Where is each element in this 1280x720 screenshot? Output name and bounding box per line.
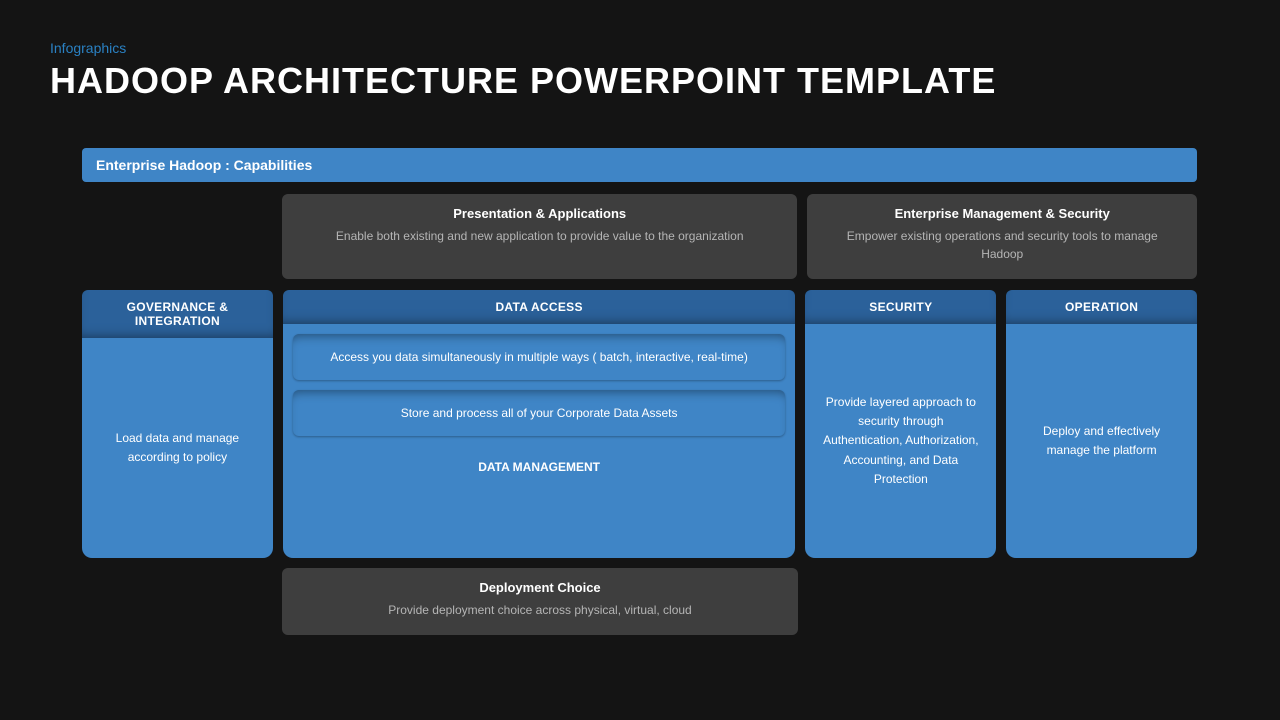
data-store-desc: Store and process all of your Corporate … [293, 390, 786, 436]
data-access-title: DATA ACCESS [283, 290, 796, 324]
deployment-title: Deployment Choice [302, 580, 778, 595]
enterprise-desc: Empower existing operations and security… [827, 227, 1177, 263]
top-row: Presentation & Applications Enable both … [282, 194, 1197, 279]
enterprise-title: Enterprise Management & Security [827, 206, 1177, 221]
security-body: Provide layered approach to security thr… [805, 324, 996, 558]
governance-column: GOVERNANCE & INTEGRATION Load data and m… [82, 290, 273, 558]
presentation-title: Presentation & Applications [302, 206, 777, 221]
slide-subtitle: Infographics [50, 40, 126, 56]
data-body: Access you data simultaneously in multip… [283, 324, 796, 558]
capabilities-banner: Enterprise Hadoop : Capabilities [82, 148, 1197, 182]
presentation-box: Presentation & Applications Enable both … [282, 194, 797, 279]
enterprise-box: Enterprise Management & Security Empower… [807, 194, 1197, 279]
slide-title: HADOOP ARCHITECTURE POWERPOINT TEMPLATE [50, 60, 996, 102]
bottom-row: Deployment Choice Provide deployment cho… [282, 568, 798, 635]
governance-body: Load data and manage according to policy [82, 338, 273, 558]
operation-column: OPERATION Deploy and effectively manage … [1006, 290, 1197, 558]
deployment-box: Deployment Choice Provide deployment cho… [282, 568, 798, 635]
operation-body: Deploy and effectively manage the platfo… [1006, 324, 1197, 558]
data-column: DATA ACCESS Access you data simultaneous… [283, 290, 796, 558]
presentation-desc: Enable both existing and new application… [302, 227, 777, 245]
security-title: SECURITY [805, 290, 996, 324]
governance-title: GOVERNANCE & INTEGRATION [82, 290, 273, 338]
security-column: SECURITY Provide layered approach to sec… [805, 290, 996, 558]
deployment-desc: Provide deployment choice across physica… [302, 601, 778, 619]
data-management-title: DATA MANAGEMENT [478, 458, 600, 477]
middle-row: GOVERNANCE & INTEGRATION Load data and m… [82, 290, 1197, 558]
operation-title: OPERATION [1006, 290, 1197, 324]
data-access-desc: Access you data simultaneously in multip… [293, 334, 786, 380]
